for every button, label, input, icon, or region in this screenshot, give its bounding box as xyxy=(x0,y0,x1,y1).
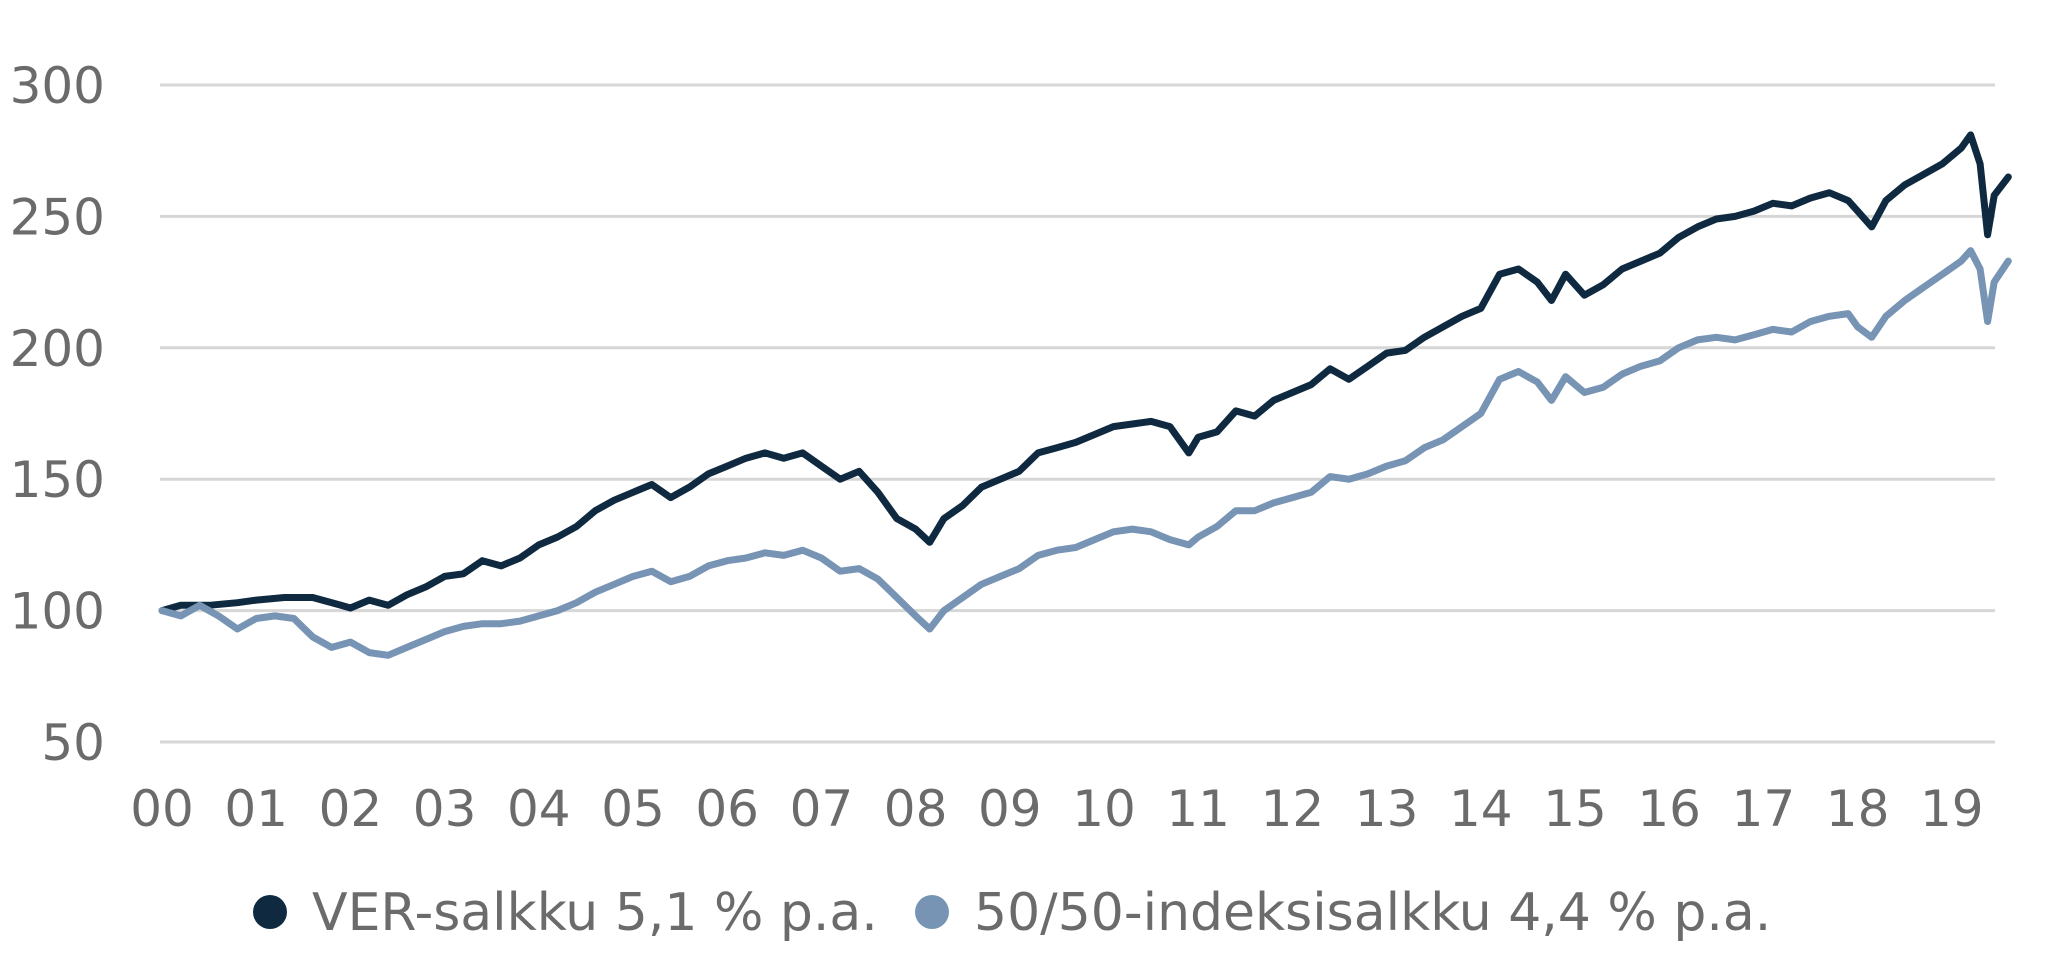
x-tick-label-10: 10 xyxy=(1072,780,1136,838)
x-tick-label-14: 14 xyxy=(1449,780,1513,838)
y-tick-label-50: 50 xyxy=(41,714,105,772)
y-tick-label-150: 150 xyxy=(10,451,105,509)
x-tick-label-09: 09 xyxy=(978,780,1042,838)
x-tick-label-19: 19 xyxy=(1920,780,1984,838)
y-tick-label-200: 200 xyxy=(10,320,105,378)
y-tick-label-250: 250 xyxy=(10,188,105,246)
x-tick-label-13: 13 xyxy=(1355,780,1419,838)
legend-marker-1 xyxy=(253,895,287,929)
x-tick-label-12: 12 xyxy=(1261,780,1325,838)
x-tick-label-05: 05 xyxy=(601,780,665,838)
x-tick-label-00: 00 xyxy=(130,780,194,838)
x-tick-label-11: 11 xyxy=(1166,780,1230,838)
series-lines xyxy=(158,131,2012,659)
series-line-1 xyxy=(158,131,2012,615)
gridlines xyxy=(160,83,1995,744)
x-tick-label-17: 17 xyxy=(1732,780,1796,838)
legend-label-2: 50/50-indeksisalkku 4,4 % p.a. xyxy=(974,883,1771,943)
legend-marker-2 xyxy=(915,895,949,929)
y-tick-label-100: 100 xyxy=(10,583,105,641)
legend-label-1: VER-salkku 5,1 % p.a. xyxy=(312,883,878,943)
x-tick-label-03: 03 xyxy=(413,780,477,838)
x-tick-label-18: 18 xyxy=(1826,780,1890,838)
x-tick-label-08: 08 xyxy=(884,780,948,838)
series-line-2 xyxy=(158,247,2012,659)
x-tick-label-07: 07 xyxy=(790,780,854,838)
x-tick-label-15: 15 xyxy=(1543,780,1607,838)
y-axis-tick-labels: 50 100 150 200 250 300 xyxy=(10,57,105,772)
x-tick-label-16: 16 xyxy=(1637,780,1701,838)
x-tick-label-01: 01 xyxy=(224,780,288,838)
x-axis-tick-labels: 00 01 02 03 04 05 06 07 08 09 10 11 12 13 14 15 16 17 18 19 xyxy=(130,780,1983,838)
x-tick-label-02: 02 xyxy=(319,780,383,838)
legend: VER-salkku 5,1 % p.a. 50/50-indeksisalkku… xyxy=(253,883,1771,943)
x-tick-label-06: 06 xyxy=(695,780,759,838)
x-tick-label-04: 04 xyxy=(507,780,571,838)
y-tick-label-300: 300 xyxy=(10,57,105,115)
